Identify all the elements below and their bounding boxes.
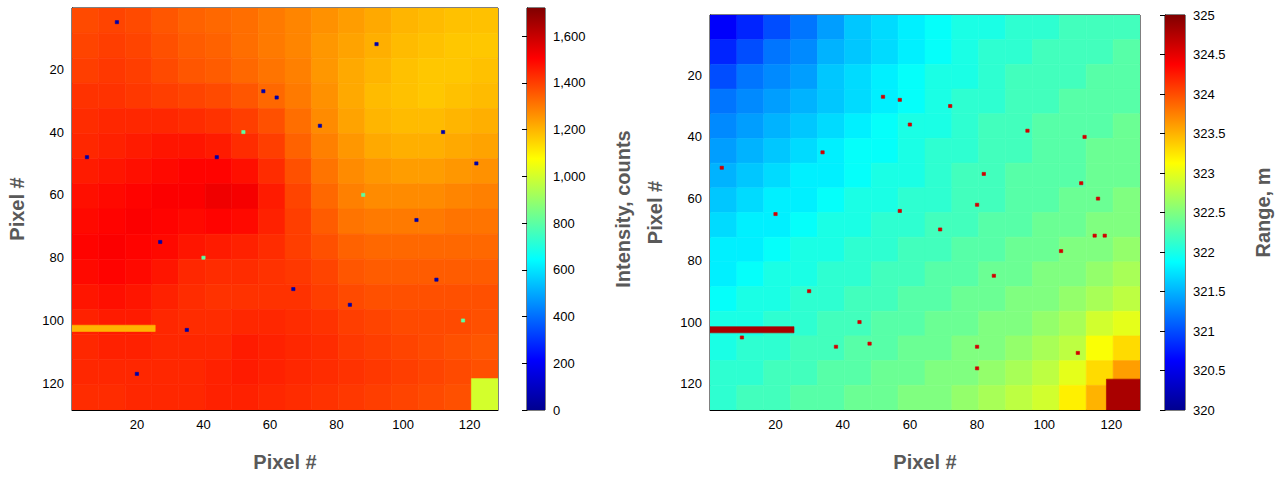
svg-text:60: 60 xyxy=(688,191,702,206)
svg-text:1,200: 1,200 xyxy=(553,122,586,137)
svg-text:Intensity, counts: Intensity, counts xyxy=(612,130,634,287)
svg-text:80: 80 xyxy=(50,250,64,265)
svg-text:120: 120 xyxy=(459,417,481,432)
svg-text:40: 40 xyxy=(835,417,849,432)
svg-text:Pixel #: Pixel # xyxy=(253,451,316,473)
svg-text:20: 20 xyxy=(768,417,782,432)
svg-text:60: 60 xyxy=(903,417,917,432)
svg-text:Pixel #: Pixel # xyxy=(644,181,666,244)
svg-text:40: 40 xyxy=(688,129,702,144)
svg-text:20: 20 xyxy=(688,68,702,83)
svg-text:Pixel #: Pixel # xyxy=(893,451,956,473)
svg-text:1,600: 1,600 xyxy=(553,29,586,44)
svg-text:323.5: 323.5 xyxy=(1193,126,1226,141)
svg-text:322.5: 322.5 xyxy=(1193,205,1226,220)
svg-text:323: 323 xyxy=(1193,166,1215,181)
svg-text:324: 324 xyxy=(1193,87,1215,102)
svg-text:1,000: 1,000 xyxy=(553,169,586,184)
svg-text:20: 20 xyxy=(50,62,64,77)
svg-text:321.5: 321.5 xyxy=(1193,284,1226,299)
svg-text:100: 100 xyxy=(42,313,64,328)
svg-text:600: 600 xyxy=(553,262,575,277)
svg-text:80: 80 xyxy=(970,417,984,432)
svg-text:60: 60 xyxy=(263,417,277,432)
svg-text:80: 80 xyxy=(688,253,702,268)
svg-text:100: 100 xyxy=(392,417,414,432)
svg-text:120: 120 xyxy=(680,376,702,391)
svg-text:0: 0 xyxy=(553,403,560,418)
svg-text:100: 100 xyxy=(680,315,702,330)
svg-text:325: 325 xyxy=(1193,8,1215,23)
svg-text:120: 120 xyxy=(1101,417,1123,432)
svg-text:40: 40 xyxy=(196,417,210,432)
svg-text:322: 322 xyxy=(1193,245,1215,260)
svg-text:320: 320 xyxy=(1193,403,1215,418)
svg-text:800: 800 xyxy=(553,216,575,231)
svg-text:80: 80 xyxy=(329,417,343,432)
svg-text:120: 120 xyxy=(42,376,64,391)
svg-text:324.5: 324.5 xyxy=(1193,47,1226,62)
svg-text:400: 400 xyxy=(553,309,575,324)
svg-text:Range, m: Range, m xyxy=(1252,167,1274,257)
svg-text:200: 200 xyxy=(553,356,575,371)
svg-text:20: 20 xyxy=(130,417,144,432)
svg-text:1,400: 1,400 xyxy=(553,75,586,90)
svg-text:40: 40 xyxy=(50,125,64,140)
svg-text:321: 321 xyxy=(1193,324,1215,339)
svg-text:320.5: 320.5 xyxy=(1193,363,1226,378)
svg-text:100: 100 xyxy=(1033,417,1055,432)
svg-text:60: 60 xyxy=(50,187,64,202)
svg-text:Pixel #: Pixel # xyxy=(6,177,28,240)
